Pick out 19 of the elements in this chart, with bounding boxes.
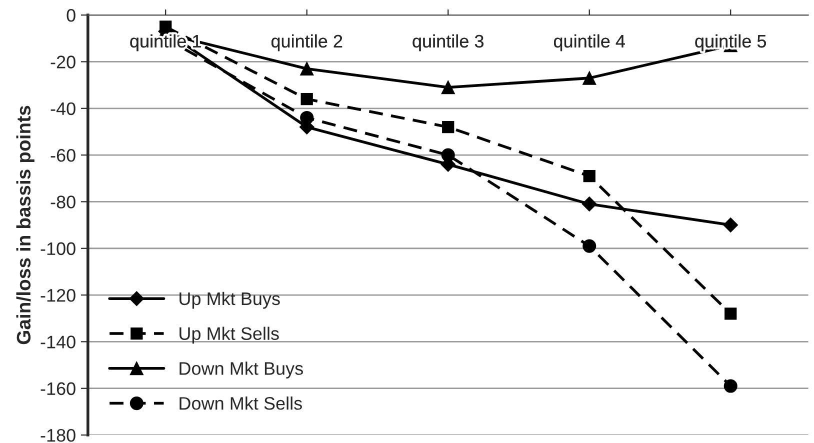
y-tick-label: -100 <box>40 242 76 256</box>
y-axis-title: Gain/loss in bassis points <box>16 106 34 344</box>
legend-label: Up Mkt Buys <box>180 292 280 309</box>
y-tick-label: -180 <box>40 428 76 442</box>
x-tick-label: quintile 2 <box>271 34 342 52</box>
y-tick-label: -80 <box>50 196 76 208</box>
legend-label: Down Mkt Sells <box>180 396 302 410</box>
x-tick-label: quintile 1 <box>130 34 201 52</box>
x-tick-label: quintile 4 <box>554 34 625 52</box>
x-tick-label: quintile 3 <box>412 34 484 52</box>
y-tick-label: -40 <box>50 102 76 116</box>
legend-label: Down Mkt Buys <box>180 362 303 378</box>
y-tick-label: -60 <box>50 148 76 162</box>
y-tick-label: -160 <box>40 382 76 396</box>
y-tick-label: 0 <box>66 8 76 22</box>
y-tick-label: -140 <box>40 336 76 348</box>
y-tick-label: -120 <box>40 288 76 302</box>
legend-label: Up Mkt Sells <box>180 326 279 344</box>
y-tick-label: -20 <box>50 56 76 68</box>
